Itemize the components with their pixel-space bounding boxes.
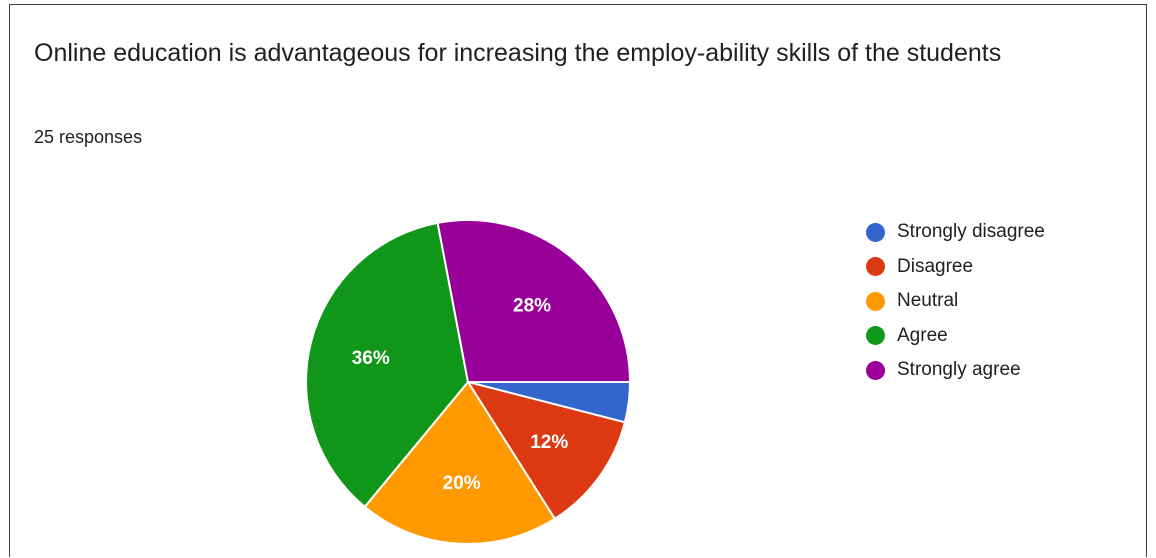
slice-label-strongly-agree: 28% [513, 296, 551, 317]
pie-slice-agree [305, 221, 470, 509]
pie-chart: 12% 20% 36% 28% [305, 219, 632, 545]
legend-label: Neutral [897, 290, 959, 312]
pie-slice-neutral [363, 380, 557, 545]
legend-swatch [866, 257, 885, 277]
legend-item-agree[interactable]: Agree [866, 319, 1045, 354]
legend-swatch [866, 360, 885, 380]
legend-label: Strongly disagree [897, 221, 1045, 243]
legend-item-neutral[interactable]: Neutral [866, 284, 1045, 319]
pie-slice-strongly-agree [436, 219, 632, 383]
slice-label-agree: 36% [352, 348, 390, 369]
legend-swatch [866, 291, 885, 311]
chart-card: Online education is advantageous for inc… [9, 4, 1147, 557]
pie-slice-disagree [465, 380, 627, 521]
legend-item-strongly-disagree[interactable]: Strongly disagree [866, 215, 1045, 250]
legend-item-disagree[interactable]: Disagree [866, 250, 1045, 285]
legend-item-strongly-agree[interactable]: Strongly agree [866, 353, 1045, 388]
chart-title: Online education is advantageous for inc… [34, 39, 1002, 67]
legend-swatch [866, 222, 885, 242]
response-count: 25 responses [34, 127, 143, 147]
legend-label: Disagree [897, 255, 974, 277]
slice-label-disagree: 12% [530, 432, 568, 453]
slice-label-neutral: 20% [443, 473, 481, 494]
legend-label: Agree [897, 324, 948, 346]
legend-swatch [866, 326, 885, 346]
chart-legend: Strongly disagree Disagree Neutral Agree Str… [866, 215, 1045, 388]
legend-label: Strongly agree [897, 359, 1021, 381]
